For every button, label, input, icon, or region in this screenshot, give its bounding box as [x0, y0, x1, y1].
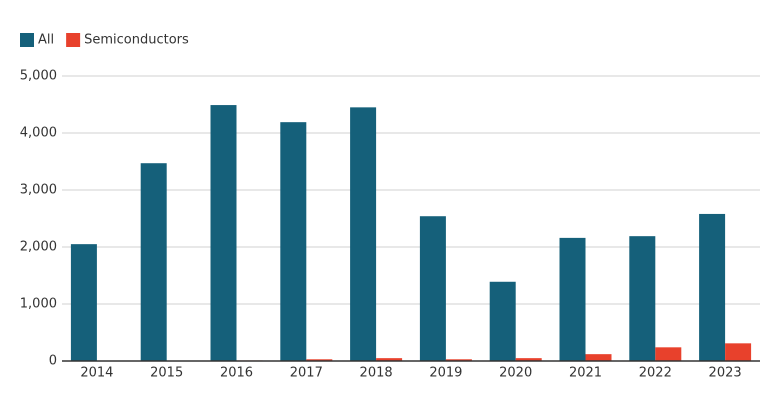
y-tick-label: 2,000: [20, 240, 57, 255]
legend-label: All: [38, 33, 54, 48]
y-tick-label: 4,000: [20, 126, 57, 141]
y-tick-label: 0: [49, 354, 57, 369]
legend-swatch: [20, 33, 34, 47]
x-tick-label: 2019: [429, 366, 462, 381]
bar: [70, 244, 97, 361]
bar: [699, 213, 726, 361]
bar: [350, 107, 377, 361]
y-tick-label: 1,000: [20, 297, 57, 312]
bar: [629, 236, 656, 361]
x-tick-label: 2021: [569, 366, 602, 381]
bar: [376, 358, 403, 361]
legend-label: Semiconductors: [84, 33, 189, 48]
x-tick-label: 2014: [80, 366, 113, 381]
x-tick-label: 2022: [639, 366, 672, 381]
bar: [306, 359, 333, 361]
y-tick-label: 5,000: [20, 69, 57, 84]
bar: [655, 347, 682, 361]
bar: [559, 237, 586, 361]
bar: [445, 359, 472, 361]
bar: [725, 343, 752, 361]
x-tick-label: 2015: [150, 366, 183, 381]
bar: [585, 354, 612, 361]
bar: [140, 163, 167, 361]
x-tick-label: 2018: [360, 366, 393, 381]
x-tick-label: 2020: [499, 366, 532, 381]
bar: [419, 216, 446, 361]
bar: [515, 358, 542, 361]
x-tick-label: 2023: [709, 366, 742, 381]
y-tick-label: 3,000: [20, 183, 57, 198]
legend-swatch: [66, 33, 81, 47]
bar: [489, 281, 516, 361]
x-tick-label: 2016: [220, 366, 253, 381]
x-tick-label: 2017: [290, 366, 323, 381]
bar: [210, 105, 237, 361]
bar: [280, 122, 307, 361]
